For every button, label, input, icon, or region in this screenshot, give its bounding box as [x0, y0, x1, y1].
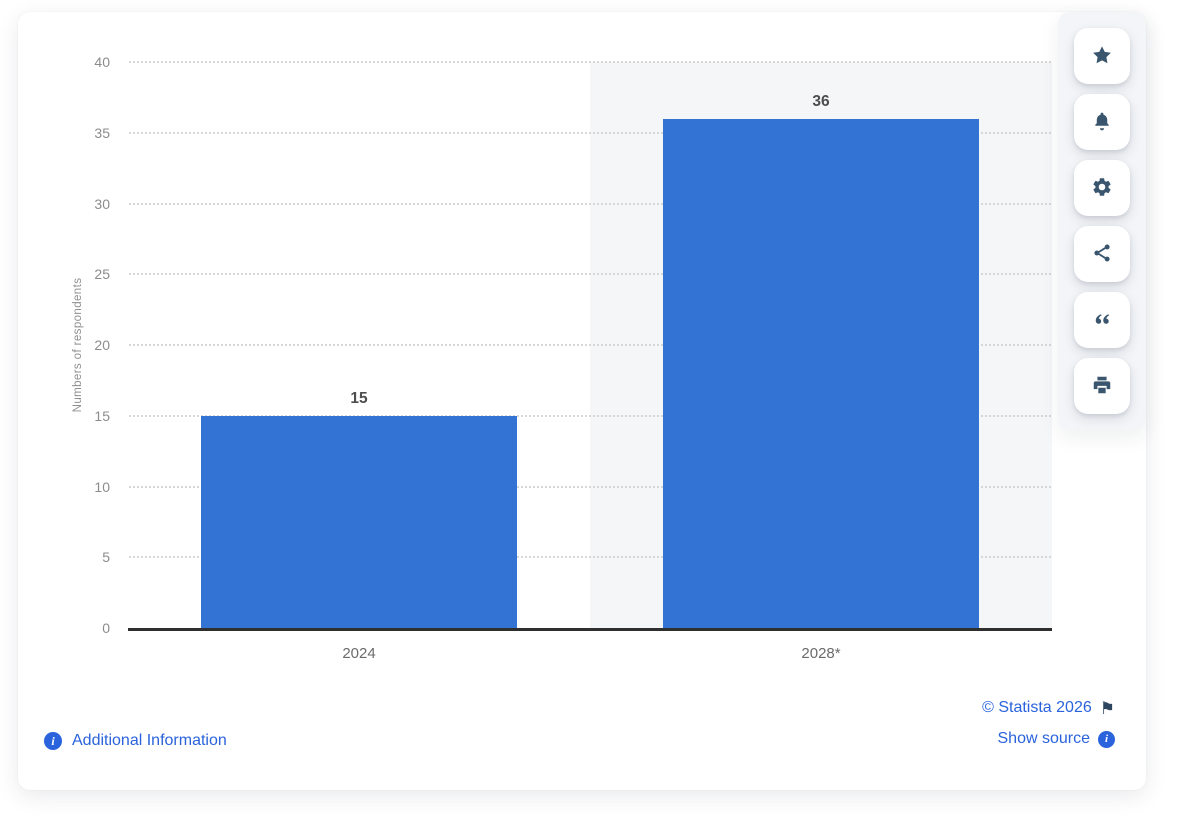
x-category-label: 2024 — [342, 645, 376, 662]
bell-icon — [1091, 110, 1113, 135]
quote-icon — [1091, 308, 1113, 333]
gear-icon — [1091, 176, 1113, 201]
share-button[interactable] — [1074, 226, 1130, 282]
additional-information-label: Additional Information — [72, 732, 227, 749]
gridline — [128, 414, 1052, 417]
gridline — [128, 344, 1052, 346]
alerts-button[interactable] — [1074, 94, 1130, 150]
y-tick-label: 25 — [94, 266, 110, 283]
y-tick-label: 30 — [94, 195, 110, 212]
cite-button[interactable] — [1074, 292, 1130, 348]
gridline — [128, 485, 1052, 488]
copyright-link[interactable]: © Statista 2026 — [982, 699, 1115, 717]
printer-icon — [1091, 374, 1113, 399]
gridline — [128, 131, 1052, 134]
gridline — [128, 556, 1052, 559]
bar[interactable] — [663, 118, 979, 628]
y-tick-label: 0 — [102, 620, 110, 636]
x-category-label: 2028* — [801, 645, 841, 662]
show-source-label: Show source — [997, 730, 1091, 747]
bar-value-label: 36 — [812, 92, 830, 110]
flag-icon — [1100, 700, 1115, 717]
show-source-link[interactable]: Show source — [997, 730, 1115, 748]
copyright-label: © Statista 2026 — [982, 699, 1092, 716]
info-icon — [44, 732, 62, 750]
y-tick-label: 20 — [94, 337, 110, 353]
x-axis-line — [128, 628, 1052, 631]
star-icon — [1091, 44, 1113, 69]
gridline — [128, 202, 1052, 205]
y-tick-label: 5 — [102, 549, 110, 566]
bar-value-label: 15 — [350, 389, 368, 407]
gridline — [128, 273, 1052, 276]
print-button[interactable] — [1074, 358, 1130, 414]
y-tick-label: 15 — [94, 407, 110, 424]
plot-area: Numbers of respondents 0 5 10 15 20 25 30 35 40 1… — [18, 12, 1146, 692]
favorite-button[interactable] — [1074, 28, 1130, 84]
y-tick-label: 40 — [94, 54, 110, 70]
footer-right: © Statista 2026 Show source — [982, 699, 1115, 748]
bar[interactable] — [201, 415, 517, 628]
toolbar-panel — [1058, 12, 1146, 430]
gridline — [128, 61, 1052, 63]
settings-button[interactable] — [1074, 160, 1130, 216]
chart-card: Numbers of respondents 0 5 10 15 20 25 30 35 40 1… — [18, 12, 1146, 790]
y-tick-label: 10 — [94, 478, 110, 495]
additional-information-link[interactable]: Additional Information — [44, 732, 227, 750]
share-icon — [1091, 242, 1113, 267]
info-icon — [1098, 730, 1115, 748]
y-tick-label: 35 — [94, 124, 110, 141]
